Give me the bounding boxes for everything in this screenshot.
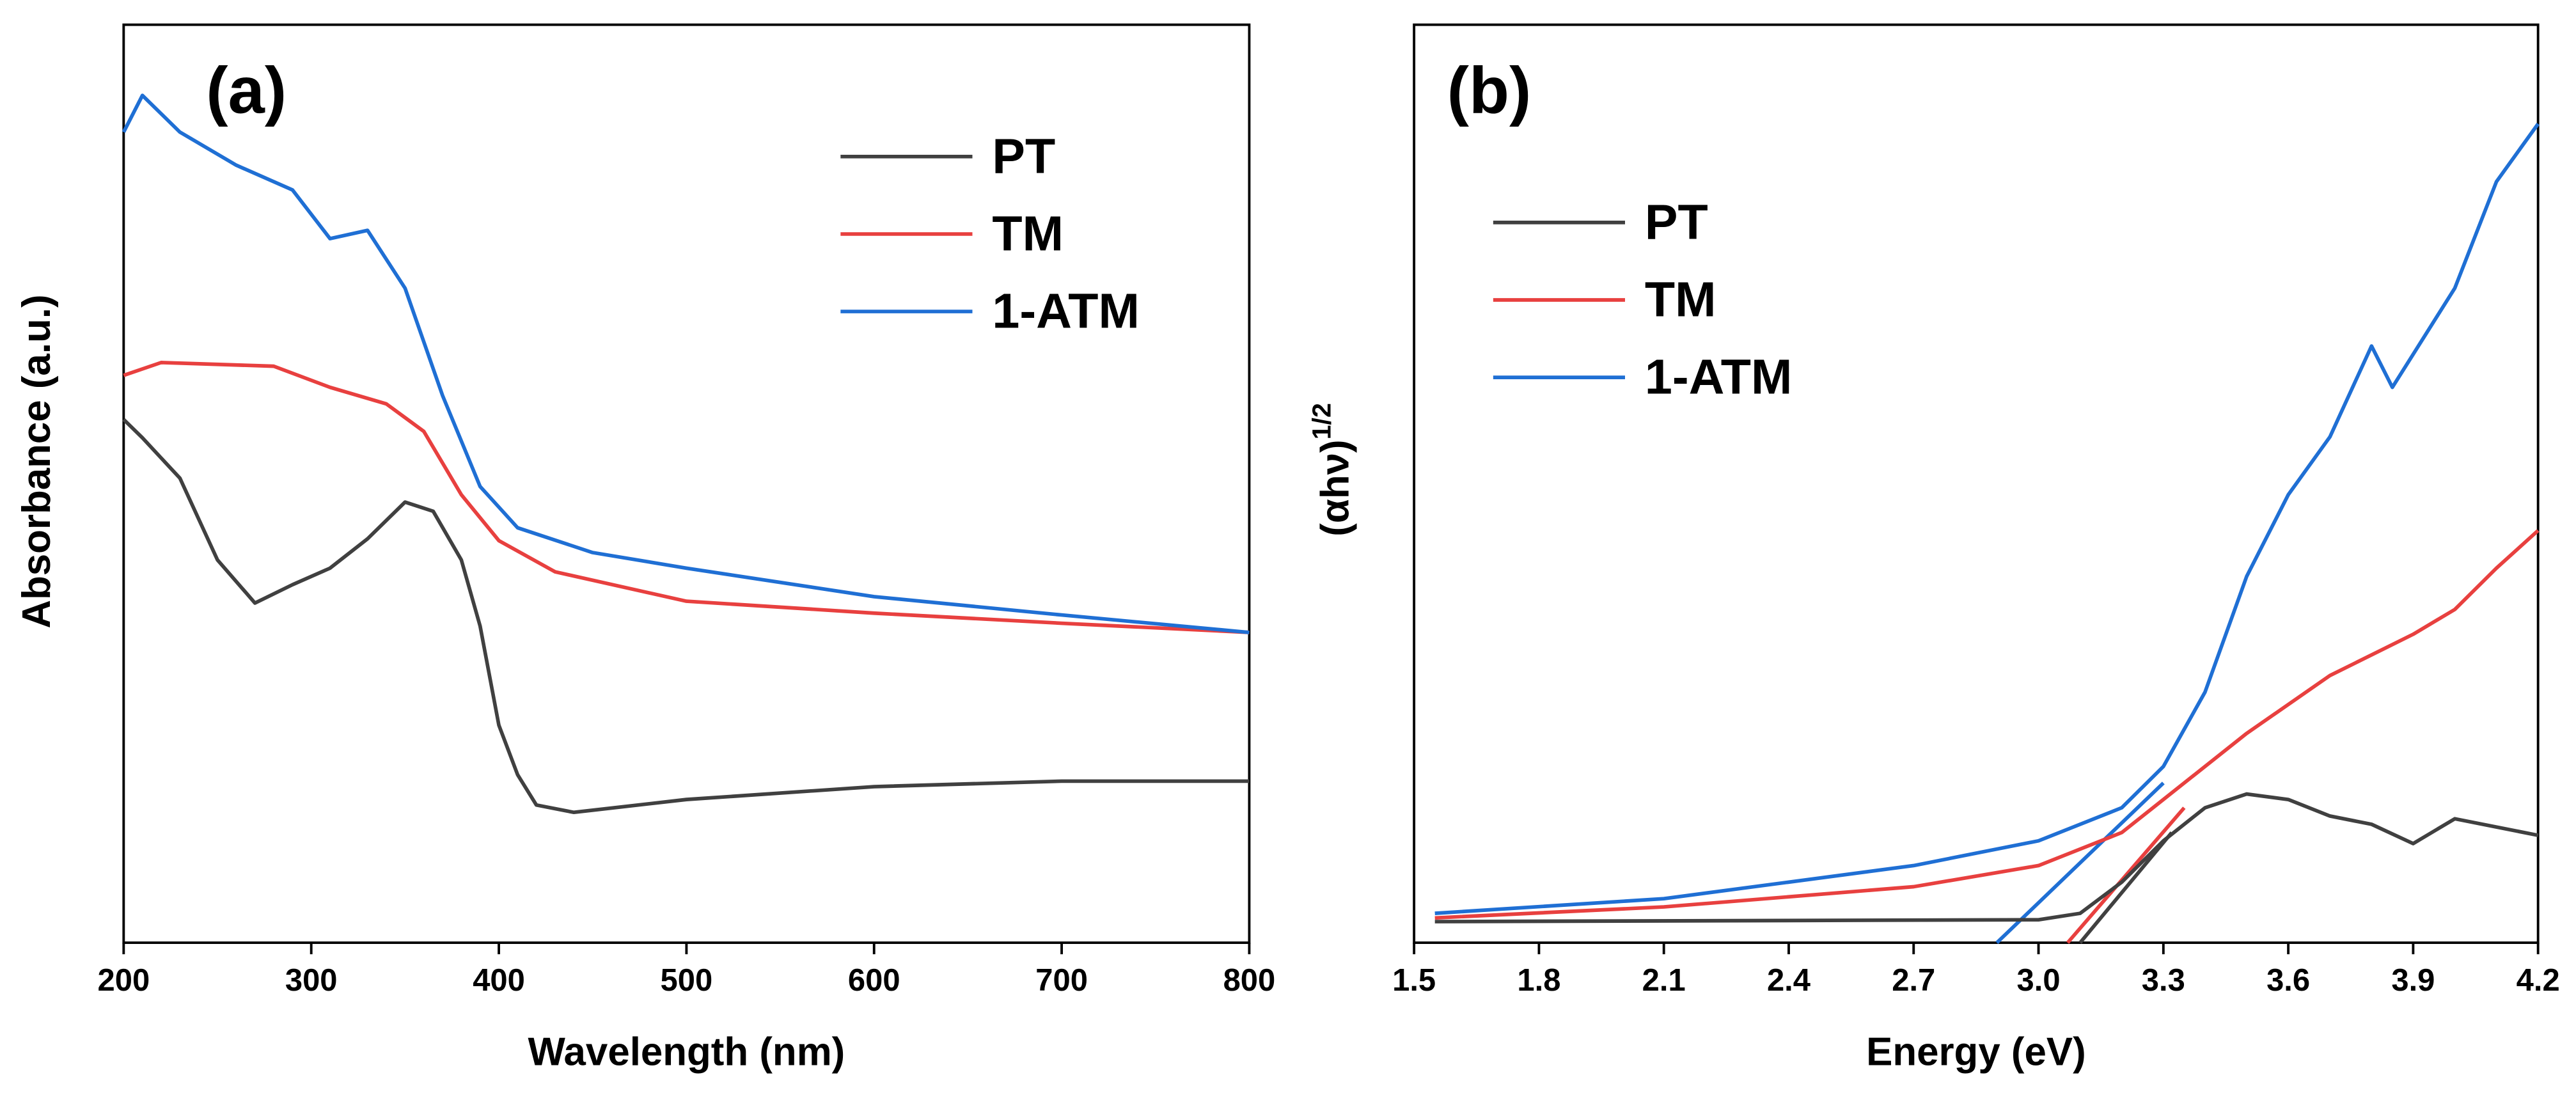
fit-line bbox=[2066, 806, 2186, 944]
x-tick-label: 1.5 bbox=[1392, 963, 1436, 998]
x-tick-label: 500 bbox=[661, 963, 713, 998]
x-tick-label: 200 bbox=[97, 963, 150, 998]
data-line bbox=[123, 361, 1250, 634]
x-tick-label: 700 bbox=[1035, 963, 1088, 998]
fit-line bbox=[2078, 831, 2174, 944]
y-axis-label-sup: 1/2 bbox=[1307, 403, 1336, 439]
x-tick-label: 600 bbox=[848, 963, 900, 998]
y-axis-label-main: Absorbance (a.u.) bbox=[15, 294, 59, 628]
plot-frame bbox=[1413, 23, 2540, 944]
x-tick-label: 3.0 bbox=[2017, 963, 2061, 998]
data-line bbox=[122, 418, 1250, 815]
data-line bbox=[1434, 792, 2539, 923]
x-tick-label: 800 bbox=[1223, 963, 1276, 998]
legend-label: 1-ATM bbox=[992, 284, 1139, 339]
data-line bbox=[122, 93, 1250, 634]
data-line bbox=[1434, 529, 2540, 920]
x-tick-label: 1.8 bbox=[1517, 963, 1560, 998]
x-tick-label: 3.3 bbox=[2142, 963, 2185, 998]
legend-label: PT bbox=[1645, 194, 1708, 249]
y-axis-label-main: (αhν) bbox=[1314, 439, 1358, 536]
x-tick-label: 300 bbox=[285, 963, 338, 998]
plot-frame bbox=[122, 23, 1251, 944]
legend-label: 1-ATM bbox=[1645, 350, 1792, 405]
x-tick-label: 2.4 bbox=[1767, 963, 1810, 998]
y-axis-label: Absorbance (a.u.) bbox=[15, 294, 59, 628]
x-tick-label: 3.6 bbox=[2266, 963, 2310, 998]
panel-label: (b) bbox=[1447, 54, 1532, 127]
legend-label: TM bbox=[1645, 272, 1716, 327]
fit-line bbox=[1995, 782, 2165, 945]
legend-label: PT bbox=[992, 129, 1055, 184]
panel-label: (a) bbox=[206, 54, 287, 127]
x-tick-label: 4.2 bbox=[2517, 963, 2560, 998]
legend-label: TM bbox=[992, 207, 1064, 262]
x-axis-label: Energy (eV) bbox=[1866, 1030, 2086, 1074]
y-axis-label: (αhν)1/2 bbox=[1307, 403, 1358, 537]
x-tick-label: 2.7 bbox=[1892, 963, 1935, 998]
x-axis-label: Wavelength (nm) bbox=[528, 1030, 845, 1074]
x-tick-label: 2.1 bbox=[1642, 963, 1686, 998]
x-tick-label: 3.9 bbox=[2391, 963, 2435, 998]
data-line bbox=[1434, 123, 2540, 915]
x-tick-label: 400 bbox=[473, 963, 525, 998]
